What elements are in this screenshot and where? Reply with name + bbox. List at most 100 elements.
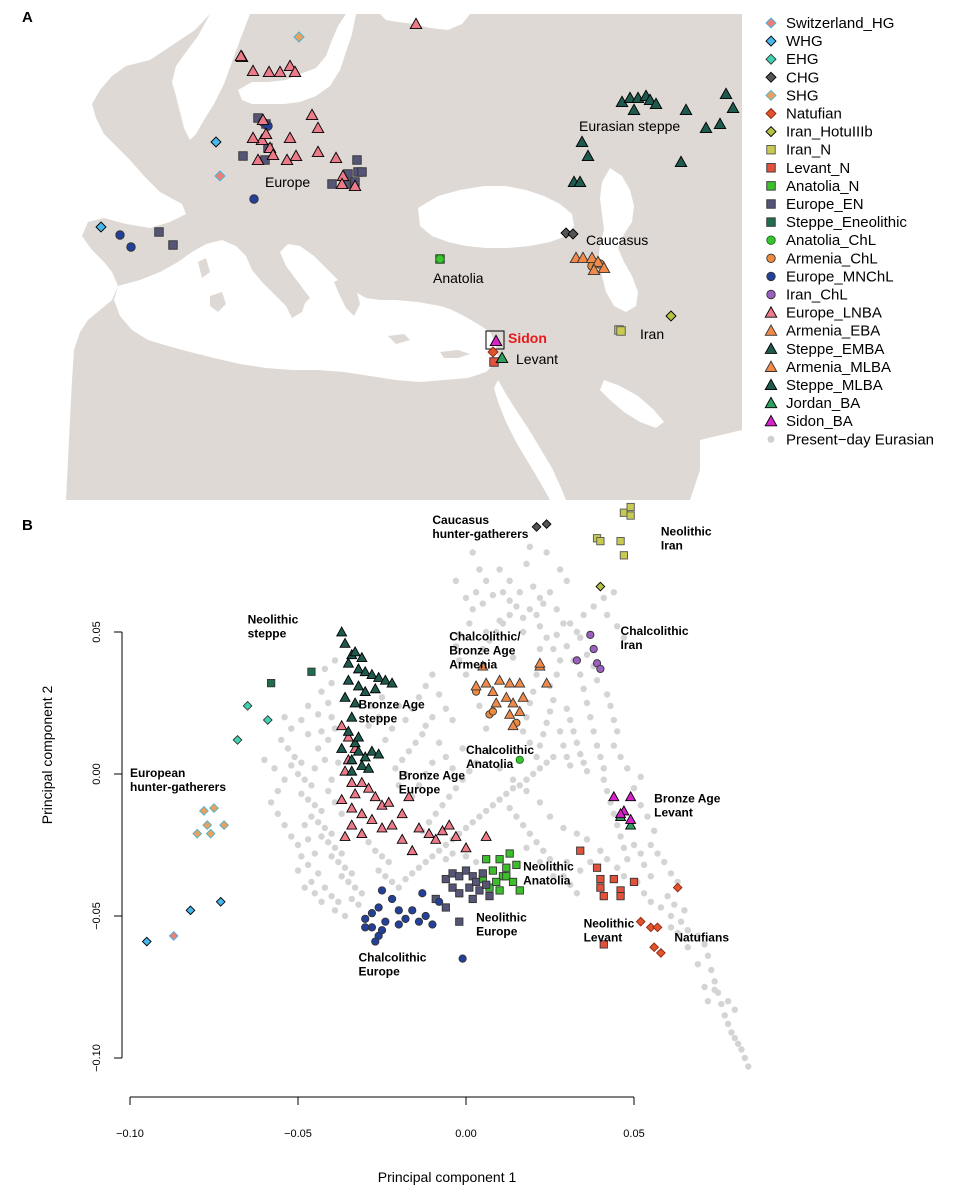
- present-day-point: [301, 776, 308, 783]
- legend-marker-switzerland-hg: [765, 17, 777, 29]
- legend-label-iran-hotuiiib: Iran_HotuIIIb: [786, 124, 873, 141]
- point-europe-lnba: [376, 822, 388, 833]
- map-marker-steppe-emba: [699, 121, 713, 134]
- present-day-point: [405, 748, 413, 755]
- present-day-point: [587, 858, 594, 866]
- present-day-point: [640, 890, 648, 897]
- present-day-point: [704, 952, 712, 959]
- point-steppe-emba: [335, 626, 348, 637]
- present-day-point: [452, 643, 460, 650]
- present-day-point: [482, 628, 490, 636]
- point-europe-lnba: [383, 796, 395, 807]
- present-day-point: [321, 756, 329, 763]
- map-marker-steppe-emba: [623, 91, 637, 104]
- present-day-point: [577, 671, 584, 678]
- point-levant-n: [599, 940, 608, 949]
- region-label-levant: Levant: [516, 351, 558, 367]
- present-day-point: [566, 716, 574, 724]
- present-day-point: [546, 813, 554, 820]
- map-marker-switzerland-hg: [214, 170, 226, 182]
- present-day-point: [661, 858, 668, 866]
- map-marker-steppe-emba: [581, 149, 595, 162]
- present-day-point: [516, 589, 523, 596]
- present-day-point: [620, 873, 628, 880]
- region-label-eurasian-steppe: Eurasian steppe: [579, 118, 680, 134]
- present-day-point: [449, 765, 456, 772]
- present-day-point: [610, 742, 618, 749]
- present-day-point: [593, 742, 601, 749]
- present-day-point: [301, 884, 308, 891]
- present-day-point: [603, 611, 611, 619]
- present-day-point: [348, 895, 355, 903]
- point-anatolia-n: [515, 886, 524, 895]
- present-day-point: [667, 924, 675, 931]
- point-armenia-eba: [540, 677, 553, 688]
- present-day-point: [308, 813, 315, 820]
- present-day-point: [553, 864, 560, 871]
- point-steppe-eneolithic: [307, 667, 316, 676]
- point-europe-en: [465, 883, 474, 892]
- map-marker-europe-en: [357, 167, 367, 177]
- point-europe-lnba: [403, 790, 415, 802]
- point-steppe-emba: [346, 711, 358, 722]
- present-day-point: [311, 890, 318, 897]
- present-day-point: [308, 782, 315, 789]
- point-anatolia-n: [482, 855, 491, 864]
- present-day-point: [526, 739, 534, 746]
- legend-label-armenia-mlba: Armenia_MLBA: [786, 359, 891, 376]
- map-seas: [52, 14, 742, 500]
- y-axis: 0.05 0.00 −0.05 −0.10: [91, 621, 123, 1072]
- point-armenia-mlba: [470, 680, 482, 691]
- present-day-point: [331, 799, 339, 806]
- present-day-point: [466, 767, 473, 775]
- point-europe-mnchl: [387, 894, 397, 904]
- point-steppe-emba: [339, 691, 351, 702]
- present-day-point: [566, 881, 574, 888]
- present-day-point: [308, 878, 315, 886]
- point-europe-mnchl: [428, 920, 437, 929]
- ancient-points: [141, 502, 683, 963]
- map-marker-steppe-emba: [575, 135, 589, 148]
- y-tick-label: −0.05: [91, 902, 103, 930]
- present-day-point: [563, 858, 570, 866]
- point-europe-mnchl: [458, 954, 467, 963]
- point-anatolia-n: [502, 863, 511, 872]
- legend-marker-armenia-mlba: [764, 360, 778, 372]
- present-day-point: [281, 776, 288, 783]
- legend-label-steppe-mlba: Steppe_MLBA: [786, 377, 883, 394]
- legend-marker-ehg: [765, 53, 777, 65]
- point-anatolia-n: [495, 886, 504, 895]
- map-marker-europe-mnchl: [249, 194, 259, 204]
- cluster-label-neolithic-iran: Neolithic Iran: [661, 524, 712, 552]
- present-day-point: [509, 776, 517, 783]
- present-day-point: [281, 821, 288, 829]
- present-day-point: [523, 776, 530, 783]
- present-day-point: [429, 714, 436, 721]
- present-day-point: [526, 543, 534, 550]
- present-day-point: [650, 827, 658, 834]
- present-day-point: [435, 739, 443, 746]
- point-steppe-eneolithic: [267, 679, 276, 688]
- present-day-point: [543, 549, 550, 556]
- cluster-label-caucasus-hunter-gatherers: Caucasus hunter-gatherers: [432, 513, 528, 541]
- map-marker-europe-lnba: [288, 65, 302, 78]
- legend-label-steppe-emba: Steppe_EMBA: [786, 341, 884, 358]
- present-day-point: [677, 918, 685, 925]
- present-day-point: [355, 901, 362, 908]
- present-day-point: [388, 725, 396, 732]
- present-day-point: [681, 907, 688, 914]
- present-day-point: [395, 782, 402, 789]
- present-day-point: [536, 645, 544, 653]
- present-day-point: [358, 890, 366, 897]
- present-day-point: [506, 597, 513, 604]
- point-shg: [192, 828, 203, 839]
- legend-label-anatolia-n: Anatolia_N: [786, 178, 859, 195]
- map-land-features: [198, 252, 494, 358]
- present-day-point: [328, 776, 335, 783]
- present-day-point: [486, 637, 493, 644]
- present-day-point: [271, 765, 278, 772]
- present-day-point: [580, 685, 587, 692]
- point-europe-lnba: [346, 776, 358, 787]
